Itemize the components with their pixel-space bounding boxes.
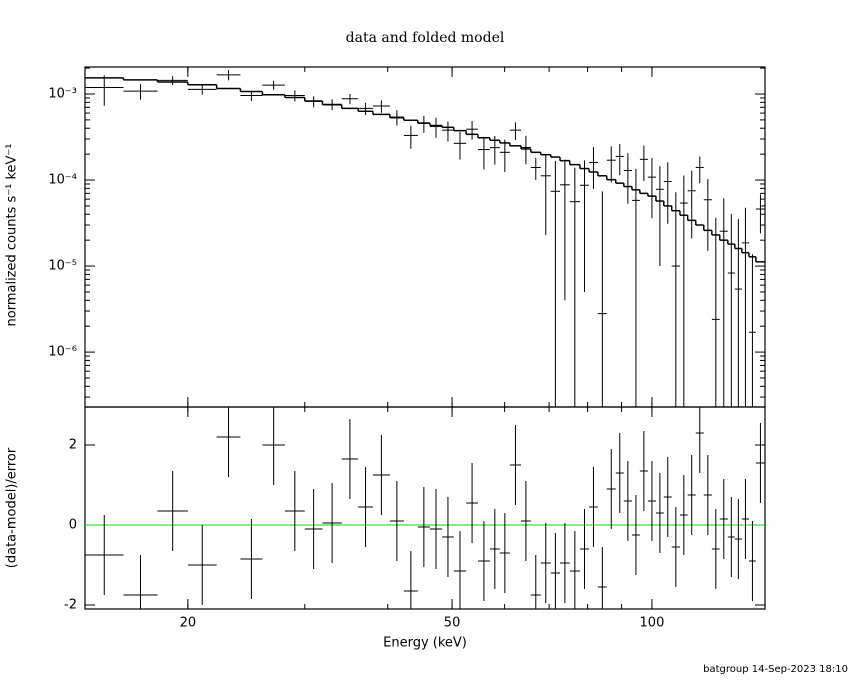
y-tick-label: 10⁻⁵ xyxy=(48,259,77,274)
x-tick-label: 50 xyxy=(444,616,461,631)
y-tick-label: -2 xyxy=(64,598,77,613)
x-tick-label: 100 xyxy=(640,616,665,631)
x-axis-label: Energy (keV) xyxy=(383,636,467,651)
plot-area xyxy=(85,407,765,609)
y-tick-label: 10⁻³ xyxy=(48,87,77,102)
y-tick-label: 10⁻⁶ xyxy=(48,345,77,360)
footer: batgroup 14-Sep-2023 18:10 xyxy=(703,664,848,675)
y-axis-label: (data-model)/error xyxy=(5,447,20,568)
plot-frame xyxy=(84,66,766,408)
y-tick-label: 0 xyxy=(69,518,77,533)
y-tick-label: 2 xyxy=(69,438,77,453)
y-tick-label: 10⁻⁴ xyxy=(48,173,77,188)
chart-title: data and folded model xyxy=(346,30,505,46)
y-axis-label: normalized counts s⁻¹ keV⁻¹ xyxy=(5,144,20,327)
plot-area xyxy=(85,70,765,407)
x-tick-label: 20 xyxy=(180,616,197,631)
plot-frame xyxy=(84,406,766,610)
